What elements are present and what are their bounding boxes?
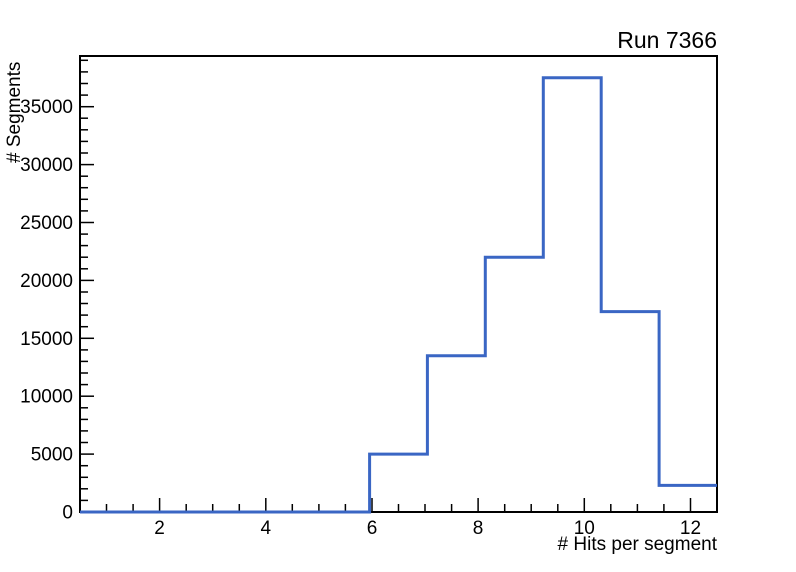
x-tick-label: 10 — [574, 518, 595, 539]
x-axis-title: # Hits per segment — [557, 534, 717, 555]
y-tick-label: 30000 — [20, 155, 73, 176]
x-tick-label: 4 — [261, 518, 272, 539]
plot-title: Run 7366 — [617, 27, 717, 53]
plot-frame — [79, 55, 718, 513]
y-tick-label: 0 — [62, 503, 73, 524]
x-tick-label: 12 — [680, 518, 701, 539]
axis-tick-labels: 2 4 6 8 10 12 0 5000 10000 15000 20000 25000 30000 35… — [20, 97, 701, 539]
y-tick-label: 35000 — [20, 97, 73, 118]
axis-ticks — [80, 59, 692, 512]
y-tick-label: 5000 — [31, 445, 73, 466]
x-tick-label: 8 — [473, 518, 484, 539]
y-tick-label: 25000 — [20, 213, 73, 234]
x-tick-label: 2 — [154, 518, 165, 539]
y-tick-label: 10000 — [20, 387, 73, 408]
y-tick-label: 20000 — [20, 271, 73, 292]
histogram-line — [80, 76, 717, 514]
x-tick-label: 6 — [367, 518, 378, 539]
y-tick-label: 15000 — [20, 329, 73, 350]
